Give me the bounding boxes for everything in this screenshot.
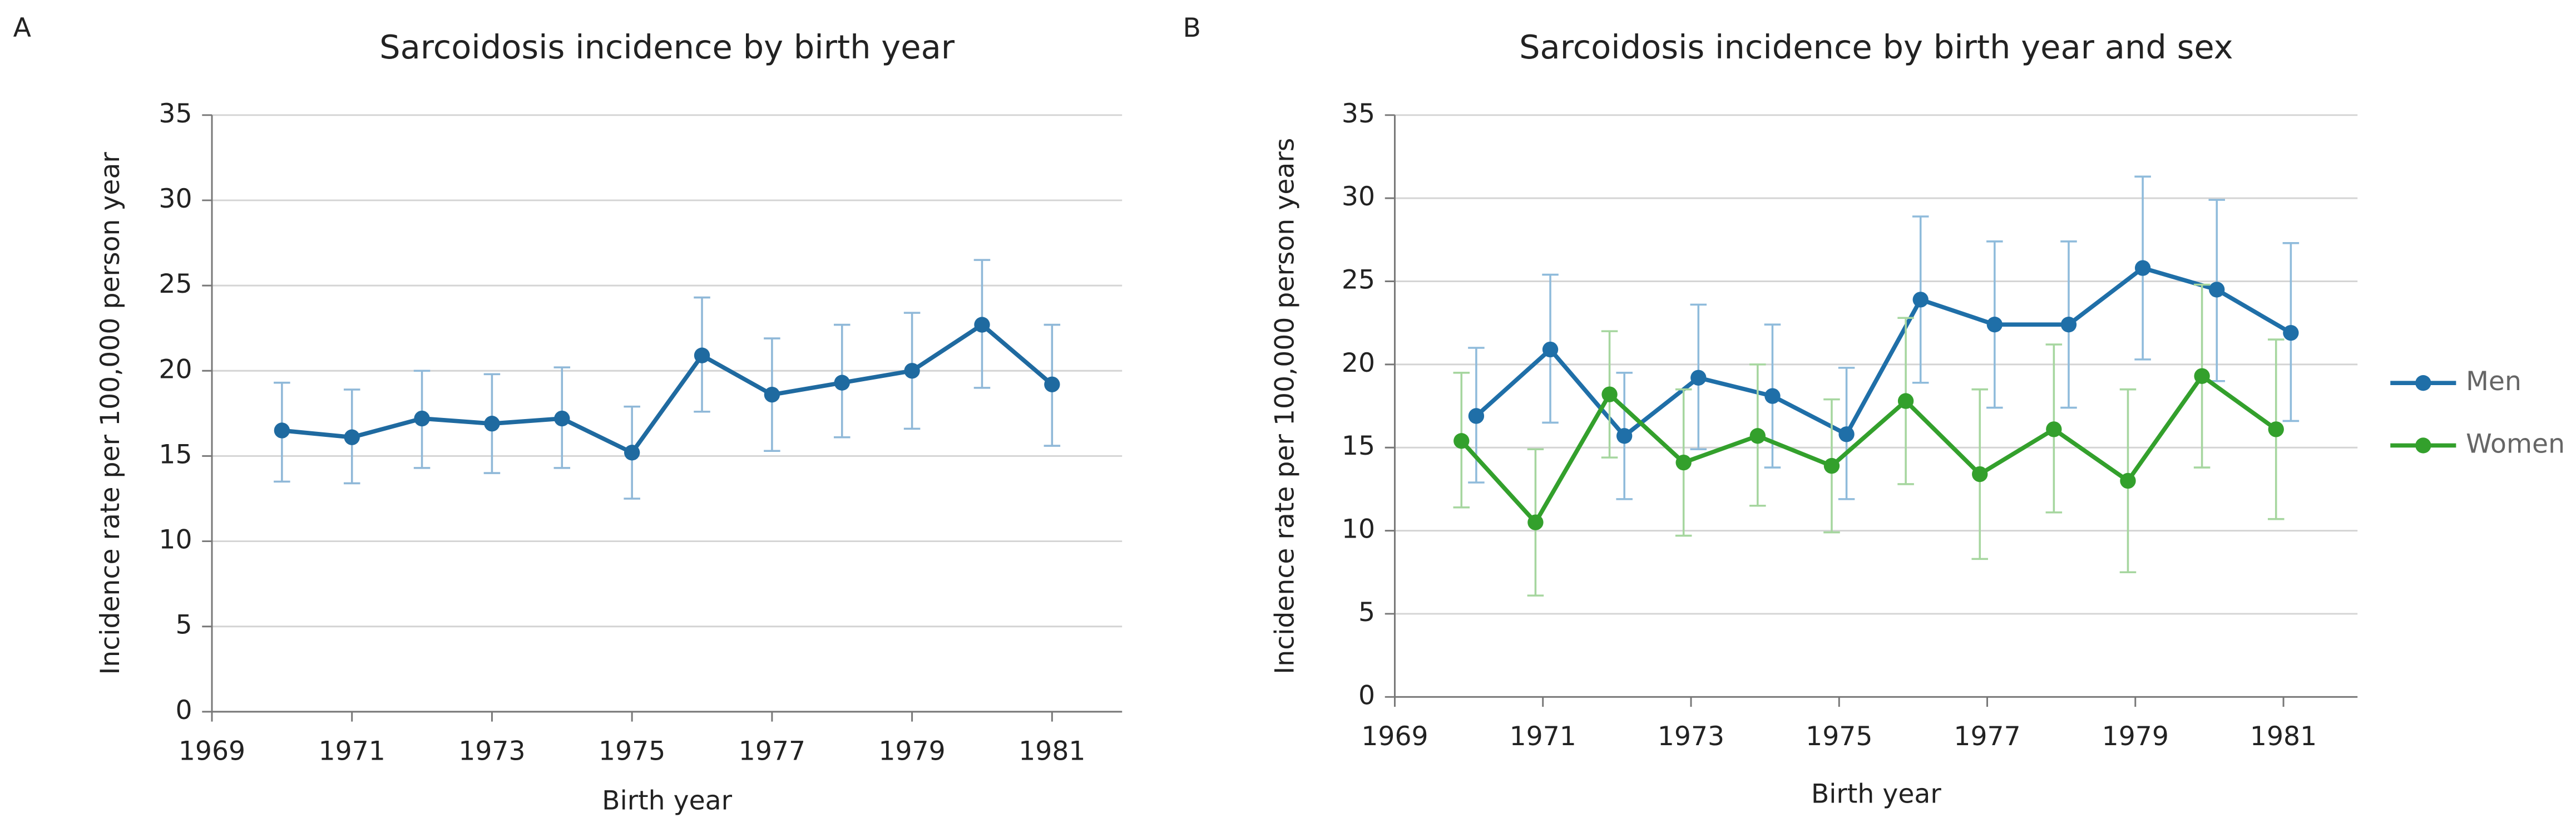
- legend-marker: [2415, 437, 2431, 454]
- data-point: [1601, 386, 1618, 402]
- y-tick-label: 10: [159, 525, 192, 555]
- y-tick-label: 35: [1342, 99, 1375, 129]
- data-point: [554, 410, 570, 427]
- legend-marker: [2415, 375, 2431, 391]
- data-point: [624, 445, 640, 461]
- x-tick-label: 1971: [1510, 721, 1576, 752]
- data-point: [2283, 324, 2299, 341]
- x-tick-label: 1977: [1954, 721, 2020, 752]
- y-tick-label: 30: [159, 184, 192, 214]
- data-point: [1912, 292, 1929, 308]
- legend-label: Women: [2466, 429, 2565, 459]
- data-point: [1823, 457, 1840, 474]
- data-point: [1764, 388, 1781, 404]
- x-tick-label: 1981: [1018, 736, 1085, 767]
- x-tick-label: 1973: [1658, 721, 1724, 752]
- x-tick-label: 1971: [319, 736, 385, 767]
- y-tick-label: 25: [1342, 265, 1375, 296]
- x-tick-label: 1979: [878, 736, 945, 767]
- x-tick-label: 1979: [2102, 721, 2169, 752]
- x-tick-label: 1977: [739, 736, 805, 767]
- legend-label: Men: [2466, 366, 2521, 397]
- y-tick-label: 5: [1358, 597, 1375, 628]
- y-tick-label: 25: [159, 269, 192, 299]
- data-point: [1675, 454, 1692, 471]
- y-axis-label: Incidence rate per 100,000 person years: [1270, 138, 1301, 674]
- data-point: [1972, 466, 1988, 482]
- y-tick-label: 20: [159, 354, 192, 385]
- y-tick-label: 35: [159, 99, 192, 129]
- data-point: [1616, 428, 1633, 444]
- data-point: [1468, 408, 1485, 424]
- panel: B Sarcoidosis incidence by birth year and…: [1183, 13, 2565, 809]
- x-tick-label: 1969: [1361, 721, 1428, 752]
- data-point: [904, 363, 920, 379]
- y-tick-label: 0: [175, 695, 192, 726]
- data-point: [344, 429, 360, 445]
- series-line: [1475, 265, 2292, 439]
- chart-title: Sarcoidosis incidence by birth year: [379, 28, 955, 66]
- x-tick-label: 1975: [599, 736, 665, 767]
- data-point: [694, 347, 710, 363]
- y-tick-label: 0: [1358, 680, 1375, 711]
- x-axis-label: Birth year: [1811, 779, 1941, 810]
- data-point: [834, 375, 850, 391]
- data-point: [1542, 341, 1559, 358]
- data-point: [1749, 428, 1766, 444]
- data-point: [1453, 433, 1470, 449]
- x-axis-label: Birth year: [602, 785, 732, 816]
- data-point: [764, 386, 780, 403]
- y-tick-label: 15: [1342, 431, 1375, 461]
- panel-label: B: [1183, 13, 1200, 43]
- data-point: [2060, 317, 2077, 333]
- data-point: [1838, 426, 1855, 442]
- data-point: [1986, 317, 2003, 333]
- series-line: [281, 322, 1054, 456]
- x-tick-label: 1969: [179, 736, 245, 767]
- data-point: [2120, 472, 2136, 489]
- x-tick-label: 1973: [458, 736, 525, 767]
- data-point: [1897, 393, 1914, 409]
- series-line: [1460, 373, 2277, 526]
- chart-title: Sarcoidosis incidence by birth year and …: [1519, 28, 2233, 66]
- data-point: [414, 410, 430, 427]
- data-point: [1690, 370, 1707, 386]
- data-point: [1527, 514, 1544, 530]
- panel: A Sarcoidosis incidence by birth year 0 5 10…: [13, 13, 1123, 816]
- data-point: [2046, 421, 2062, 437]
- data-point: [2209, 282, 2225, 298]
- data-point: [974, 317, 990, 333]
- y-tick-label: 15: [159, 439, 192, 470]
- data-point: [1044, 376, 1060, 392]
- x-tick-label: 1975: [1806, 721, 1872, 752]
- y-tick-label: 20: [1342, 348, 1375, 378]
- x-tick-label: 1981: [2250, 721, 2317, 752]
- y-axis-label: Incidence rate per 100,000 person year: [95, 152, 126, 675]
- data-point: [484, 416, 500, 432]
- y-tick-label: 10: [1342, 514, 1375, 545]
- y-tick-label: 30: [1342, 181, 1375, 212]
- y-tick-label: 5: [175, 610, 192, 641]
- panel-label: A: [13, 13, 31, 43]
- data-point: [2134, 260, 2151, 276]
- data-point: [2194, 368, 2210, 384]
- data-point: [2268, 421, 2284, 437]
- data-point: [274, 422, 290, 439]
